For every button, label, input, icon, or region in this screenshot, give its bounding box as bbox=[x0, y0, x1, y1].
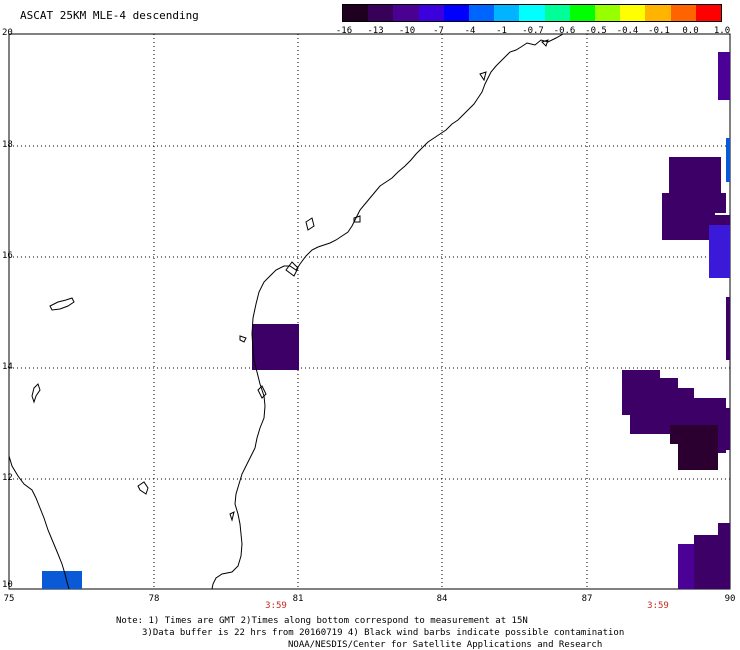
lat-tick-label: 12 bbox=[2, 473, 13, 483]
swath-cell bbox=[678, 444, 718, 470]
lat-tick-label: 10 bbox=[2, 580, 13, 590]
color-scale-swatch bbox=[494, 5, 520, 21]
lat-tick-label: 18 bbox=[2, 140, 13, 150]
note-line: Note: 1) Times are GMT 2)Times along bot… bbox=[116, 616, 528, 626]
swath-cell bbox=[678, 544, 694, 589]
credit-line: NOAA/NESDIS/Center for Satellite Applica… bbox=[288, 640, 603, 650]
pass-time-label: 3:59 bbox=[265, 601, 287, 611]
color-scale-swatch bbox=[393, 5, 419, 21]
swath-cell bbox=[694, 535, 726, 589]
color-scale-label: -13 bbox=[367, 26, 384, 36]
color-scale-swatch bbox=[469, 5, 495, 21]
pass-time-label: 3:59 bbox=[647, 601, 669, 611]
color-scale-label: -0.5 bbox=[585, 26, 607, 36]
color-scale-labels: -16 -13 -10 -7 -4 -1 -0.7 -0.6 -0.5 -0.4 -0.1 0.0 1.… bbox=[330, 26, 740, 38]
color-scale-swatch bbox=[620, 5, 646, 21]
lat-tick-label: 14 bbox=[2, 362, 13, 372]
color-scale-label: -10 bbox=[398, 26, 416, 36]
color-scale-label: -0.4 bbox=[616, 26, 639, 36]
color-scale-label: -16 bbox=[335, 26, 353, 36]
color-scale-swatch bbox=[418, 5, 444, 21]
color-scale-swatch bbox=[544, 5, 570, 21]
swath-cell bbox=[709, 225, 730, 278]
lat-tick-label: 16 bbox=[2, 251, 13, 261]
lon-tick-label: 81 bbox=[292, 594, 304, 604]
note-line: 3)Data buffer is 22 hrs from 20160719 4)… bbox=[142, 628, 625, 638]
swath-cell bbox=[718, 52, 730, 100]
swath-cell bbox=[669, 193, 726, 213]
color-scale-bar bbox=[342, 4, 722, 22]
color-scale-swatch bbox=[519, 5, 545, 21]
color-scale-label: -0.6 bbox=[553, 26, 576, 36]
color-scale-label: 1.0 bbox=[713, 26, 731, 36]
color-scale-swatch bbox=[368, 5, 394, 21]
color-scale-swatch bbox=[695, 5, 722, 21]
plot-frame bbox=[8, 33, 731, 590]
color-scale-swatch bbox=[645, 5, 671, 21]
color-scale-swatch bbox=[595, 5, 621, 21]
color-scale-swatch bbox=[569, 5, 596, 21]
color-scale-label: 0.0 bbox=[682, 26, 699, 36]
color-scale-swatch bbox=[443, 5, 470, 21]
lon-tick-label: 84 bbox=[436, 594, 448, 604]
swath-cell bbox=[42, 571, 82, 589]
coastline bbox=[8, 33, 564, 590]
lat-tick-label: 20 bbox=[2, 28, 13, 38]
swath-cell bbox=[662, 193, 671, 240]
swath-cell bbox=[726, 138, 730, 182]
lon-tick-label: 90 bbox=[724, 594, 736, 604]
color-scale-label: -4 bbox=[464, 26, 476, 36]
swath-cell bbox=[713, 215, 730, 227]
map-title: ASCAT 25KM MLE-4 descending bbox=[20, 9, 199, 22]
graticule bbox=[9, 34, 730, 589]
swath-cells bbox=[42, 52, 730, 589]
lon-tick-label: 75 bbox=[3, 594, 15, 604]
swath-cell bbox=[669, 213, 715, 240]
color-scale-label: -0.1 bbox=[648, 26, 670, 36]
color-scale-label: -0.7 bbox=[522, 26, 544, 36]
swath-cell bbox=[669, 157, 721, 193]
swath-cell bbox=[726, 297, 730, 360]
color-scale-swatch bbox=[343, 5, 369, 21]
color-scale-swatch bbox=[670, 5, 696, 21]
swath-cell bbox=[670, 425, 718, 444]
swath-cell bbox=[252, 324, 299, 370]
color-scale-label: -1 bbox=[496, 26, 507, 36]
lon-tick-label: 87 bbox=[581, 594, 593, 604]
lon-tick-label: 78 bbox=[148, 594, 160, 604]
color-scale-label: -7 bbox=[433, 26, 444, 36]
